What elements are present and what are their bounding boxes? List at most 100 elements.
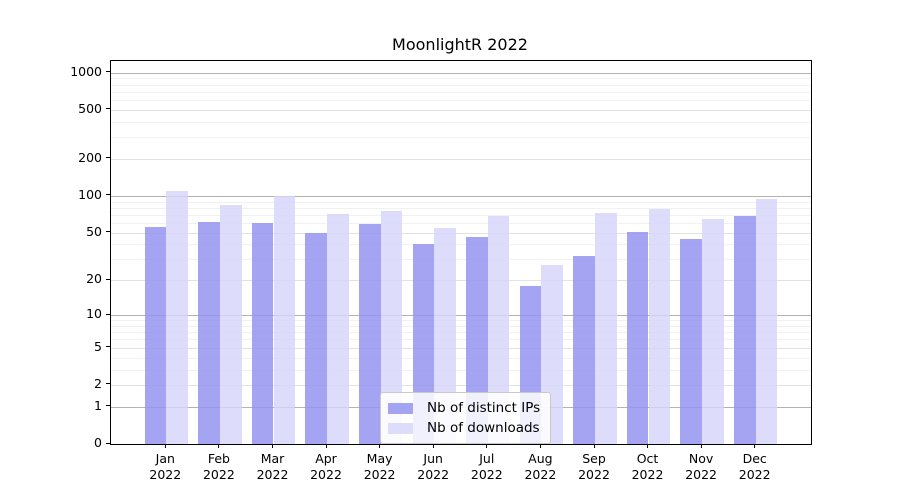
bar-distinct-ips [358, 223, 381, 444]
y-gridline [111, 339, 811, 341]
x-tick-mark [647, 444, 648, 448]
y-gridline [111, 347, 811, 349]
x-tick-label: Dec 2022 [738, 451, 771, 482]
bar-downloads [219, 204, 242, 444]
y-gridline [111, 325, 811, 327]
bar-downloads [327, 214, 349, 444]
y-tick-label: 0 [94, 435, 102, 450]
y-tick-label: 500 [78, 100, 102, 116]
legend: Nb of distinct IPs Nb of downloads [380, 392, 552, 444]
y-gridline [111, 315, 811, 317]
bar-distinct-ips [734, 215, 756, 444]
x-tick-label: Oct 2022 [631, 451, 664, 482]
x-tick-label: Nov 2022 [685, 451, 717, 482]
bar-distinct-ips [144, 226, 167, 444]
y-gridline [111, 78, 811, 80]
y-tick-mark [106, 442, 110, 444]
y-tick-label: 2 [94, 375, 102, 391]
x-tick-label: Feb 2022 [202, 451, 235, 482]
y-gridline [111, 320, 811, 322]
y-gridline [111, 357, 811, 359]
x-tick-mark [486, 444, 488, 448]
x-tick-mark [325, 444, 327, 448]
y-gridline [111, 214, 811, 216]
x-tick-mark [272, 444, 273, 448]
bar-distinct-ips [251, 223, 274, 444]
y-gridline [111, 158, 811, 160]
y-tick-mark [106, 157, 110, 159]
y-tick-mark [106, 108, 110, 110]
bar-distinct-ips [626, 231, 649, 444]
bar-downloads [273, 195, 296, 444]
y-gridline [111, 280, 811, 282]
bar-downloads [487, 216, 510, 444]
y-tick-mark [106, 383, 110, 385]
y-gridline [111, 244, 811, 246]
x-tick-mark [754, 444, 756, 448]
x-tick-mark [539, 444, 541, 448]
legend-label-downloads: Nb of downloads [427, 420, 540, 436]
y-tick-mark [106, 71, 110, 73]
y-tick-mark [106, 278, 110, 280]
y-gridline [111, 232, 811, 234]
y-tick-label: 1 [94, 397, 102, 413]
y-tick-label: 200 [78, 149, 102, 165]
y-tick-label: 50 [86, 223, 102, 239]
x-tick-label: Jul 2022 [470, 451, 503, 482]
x-tick-label: Jan 2022 [149, 451, 182, 482]
y-tick-mark [106, 405, 110, 407]
bar-distinct-ips [680, 239, 703, 444]
y-gridline [111, 223, 811, 224]
legend-label-distinct-ips: Nb of distinct IPs [427, 400, 541, 416]
y-gridline [111, 137, 811, 139]
y-tick-mark [106, 194, 110, 196]
y-tick-label: 10 [86, 306, 102, 322]
x-tick-label: Sep 2022 [578, 451, 610, 482]
bar-distinct-ips [198, 222, 220, 444]
bar-downloads [166, 190, 188, 444]
x-tick-mark [379, 444, 381, 448]
x-tick-label: Apr 2022 [310, 451, 342, 482]
y-gridline [111, 384, 811, 386]
y-tick-mark [106, 231, 110, 233]
legend-item-distinct-ips: Nb of distinct IPs [388, 398, 540, 418]
x-tick-mark [164, 444, 166, 448]
legend-swatch-downloads [388, 422, 413, 434]
legend-item-downloads: Nb of downloads [388, 418, 540, 438]
y-gridline [111, 72, 811, 74]
x-tick-mark [700, 444, 702, 448]
y-tick-label: 5 [94, 338, 102, 354]
bar-downloads [702, 218, 724, 444]
chart-title: MoonlightR 2022 [392, 35, 528, 54]
y-gridline [111, 195, 811, 197]
x-tick-mark [593, 444, 595, 448]
bar-downloads [755, 198, 778, 444]
y-tick-mark [106, 346, 110, 348]
x-tick-label: Jun 2022 [417, 451, 450, 482]
x-tick-mark [432, 444, 434, 448]
y-tick-label: 1000 [70, 63, 102, 79]
x-tick-label: Mar 2022 [256, 451, 289, 482]
y-tick-mark [106, 313, 110, 315]
bar-downloads [434, 227, 456, 444]
bar-downloads [380, 211, 403, 444]
bar-distinct-ips [573, 256, 595, 444]
x-tick-label: May 2022 [363, 451, 396, 482]
y-gridline [111, 369, 811, 371]
y-gridline [111, 332, 811, 334]
y-gridline [111, 201, 811, 203]
y-tick-label: 20 [86, 271, 102, 287]
plot-area [110, 60, 812, 445]
y-gridline [111, 109, 811, 111]
y-gridline [111, 84, 811, 86]
bar-downloads [648, 209, 671, 444]
x-tick-mark [218, 444, 220, 448]
y-tick-label: 100 [78, 186, 102, 202]
y-gridline [111, 91, 811, 93]
bar-downloads [595, 213, 617, 444]
y-gridline [111, 121, 811, 123]
y-gridline [111, 259, 811, 261]
y-gridline [111, 100, 811, 101]
y-gridline [111, 207, 811, 209]
